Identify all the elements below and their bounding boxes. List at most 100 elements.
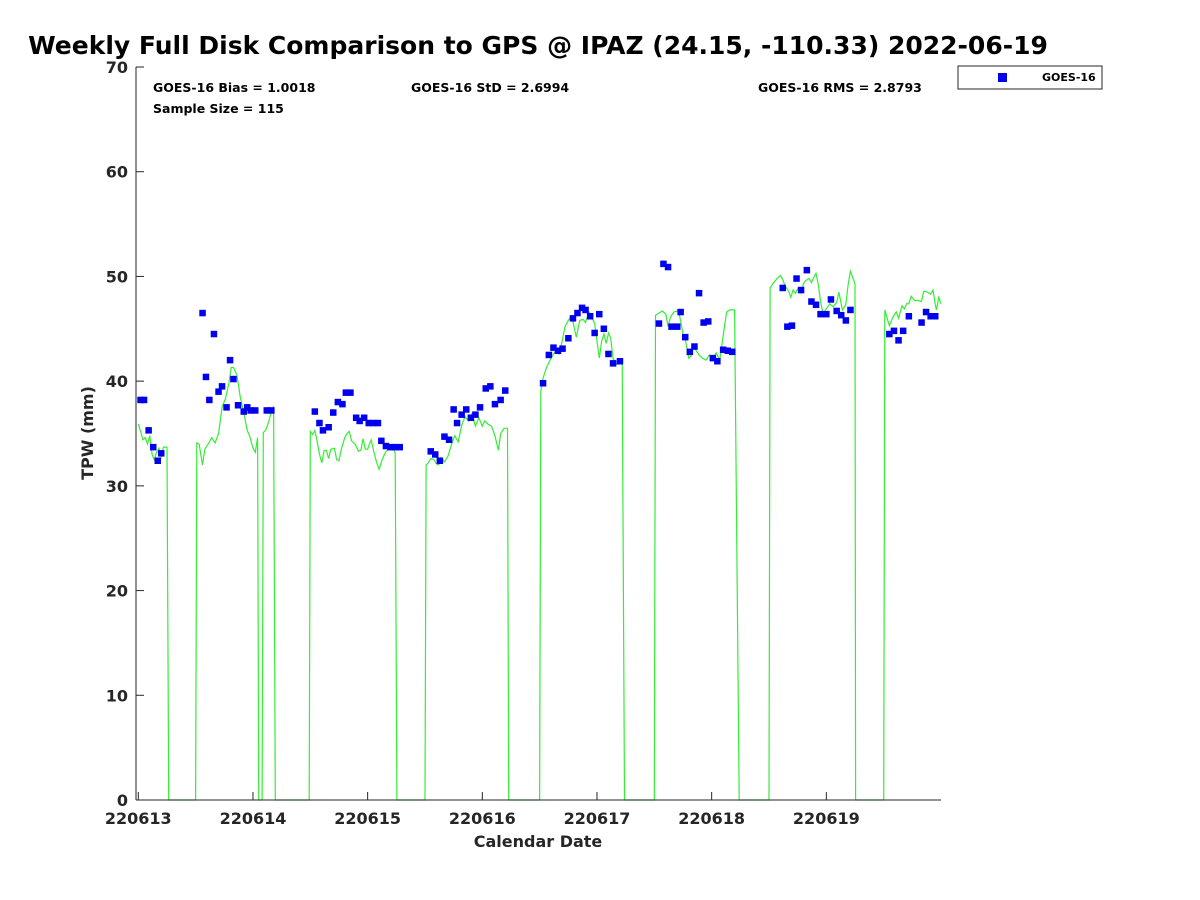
x-tick-label: 220619 [793,809,860,828]
x-axis-label: Calendar Date [474,832,603,851]
y-tick-label: 20 [106,582,128,601]
legend: GOES-16 [957,65,1103,90]
goes16-data-point [545,351,553,359]
goes16-data-point [808,298,815,305]
chart-title: Weekly Full Disk Comparison to GPS @ IPA… [28,31,1048,60]
goes16-data-point [202,373,210,381]
y-ticks: 0 10 20 30 40 50 60 70 [106,58,144,810]
goes16-data-point [788,322,796,329]
plot-background [136,67,941,800]
goes16-data-point [905,313,913,320]
goes16-data-point [487,383,494,390]
goes16-data-point [374,419,382,427]
goes16-data-point [215,388,222,395]
goes16-data-point [145,427,152,434]
x-tick-label: 220617 [564,809,631,828]
x-tick-label: 220615 [334,809,401,828]
y-tick-label: 50 [106,267,128,286]
goes16-data-point [342,389,350,396]
goes16-data-point [539,380,547,387]
goes16-data-point [316,419,323,427]
stat-bias: GOES-16 Bias = 1.0018 [153,80,315,95]
goes16-data-point [387,443,394,451]
goes16-data-point [140,396,148,404]
goes16-data-point [356,417,363,425]
goes-points-layer [137,260,939,464]
goes16-data-point [206,396,213,404]
goes16-data-point [664,263,672,271]
goes16-data-point [137,396,144,404]
goes16-data-point [432,451,439,458]
goes16-data-point [347,389,354,396]
goes16-data-point [396,443,403,451]
goes16-data-point [268,407,275,414]
goes16-data-point [719,346,727,353]
goes16-data-point [922,308,930,316]
goes16-data-point [158,450,165,457]
goes16-data-point [682,333,689,341]
goes16-data-point [378,437,385,445]
goes16-data-point [886,330,893,338]
y-tick-label: 0 [117,791,128,810]
goes16-data-point [472,411,479,418]
stat-std: GOES-16 StD = 2.6994 [411,80,569,95]
goes16-data-point [453,419,461,427]
goes16-data-point [784,323,791,330]
goes16-data-point [596,310,603,318]
goes16-data-point [502,387,509,394]
goes16-data-point [559,345,566,352]
goes16-data-point [724,347,731,354]
goes16-data-point [497,396,504,404]
goes16-data-point [793,275,800,282]
goes16-data-point [218,383,226,390]
goes16-data-point [334,398,342,406]
goes16-data-point [605,350,612,358]
goes16-data-point [779,284,786,292]
goes16-data-point [700,319,707,326]
goes16-data-point [311,408,319,415]
goes16-data-point [817,310,824,318]
goes16-data-point [382,442,390,450]
goes16-data-point [223,404,230,411]
goes16-data-point [482,385,489,392]
y-tick-label: 60 [106,163,128,182]
goes16-data-point [230,375,237,383]
x-tick-label: 220614 [220,809,287,828]
goes16-data-point [467,414,475,421]
goes16-data-point [360,414,368,421]
goes16-data-point [441,433,448,440]
goes16-data-point [827,296,835,303]
goes16-data-point [427,448,434,455]
goes16-data-point [352,414,360,421]
legend-label-goes16: GOES-16 [1042,71,1096,84]
goes16-data-point [391,443,399,451]
goes16-data-point [823,310,830,318]
goes16-data-point [574,309,581,317]
goes16-data-point [586,313,594,320]
goes16-data-point [458,411,465,418]
y-axis-label: TPW (mm) [78,386,97,480]
goes16-data-point [660,260,667,268]
goes16-data-point [199,309,206,317]
goes16-data-point [436,457,444,464]
stat-rms: GOES-16 RMS = 2.8793 [758,80,922,95]
goes16-data-point [450,406,457,413]
goes16-data-point [463,406,470,413]
goes16-data-point [339,400,346,408]
legend-box [957,65,1103,90]
goes16-data-point [325,424,332,431]
goes16-data-point [842,317,850,324]
goes16-data-point [565,335,572,342]
goes16-data-point [247,407,254,414]
goes16-data-point [550,344,557,351]
goes16-data-point [476,404,484,411]
goes16-data-point [600,325,608,332]
goes16-data-point [210,330,218,338]
goes16-data-point [365,419,372,427]
goes16-data-point [244,404,251,411]
goes16-data-point [691,343,698,350]
goes16-data-point [609,360,617,367]
goes16-data-point [838,311,845,319]
x-ticks: 220613 220614 220615 220616 220617 220618 2206… [105,792,860,828]
